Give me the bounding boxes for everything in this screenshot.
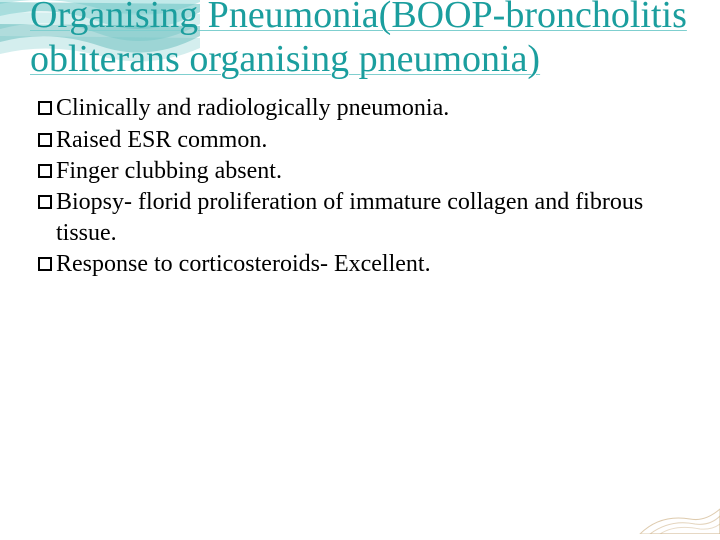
bullet-text: Finger clubbing absent. bbox=[56, 156, 690, 187]
bullet-list: Clinically and radiologically pneumonia.… bbox=[30, 93, 690, 280]
bullet-item: Biopsy- florid proliferation of immature… bbox=[38, 187, 690, 249]
bullet-marker-icon bbox=[38, 101, 52, 115]
bullet-marker-icon bbox=[38, 164, 52, 178]
bullet-item: Clinically and radiologically pneumonia. bbox=[38, 93, 690, 124]
bullet-marker-icon bbox=[38, 133, 52, 147]
bullet-item: Response to corticosteroids- Excellent. bbox=[38, 249, 690, 280]
bullet-item: Finger clubbing absent. bbox=[38, 156, 690, 187]
bullet-marker-icon bbox=[38, 257, 52, 271]
slide-title: Organising Pneumonia(BOOP-broncholitis o… bbox=[30, 0, 690, 81]
flourish-decoration-bottom bbox=[620, 474, 720, 534]
bullet-text: Raised ESR common. bbox=[56, 125, 690, 156]
bullet-text: Clinically and radiologically pneumonia. bbox=[56, 93, 690, 124]
bullet-text: Response to corticosteroids- Excellent. bbox=[56, 249, 690, 280]
slide-content: Organising Pneumonia(BOOP-broncholitis o… bbox=[0, 0, 720, 281]
bullet-text: Biopsy- florid proliferation of immature… bbox=[56, 187, 690, 249]
bullet-marker-icon bbox=[38, 195, 52, 209]
bullet-item: Raised ESR common. bbox=[38, 125, 690, 156]
